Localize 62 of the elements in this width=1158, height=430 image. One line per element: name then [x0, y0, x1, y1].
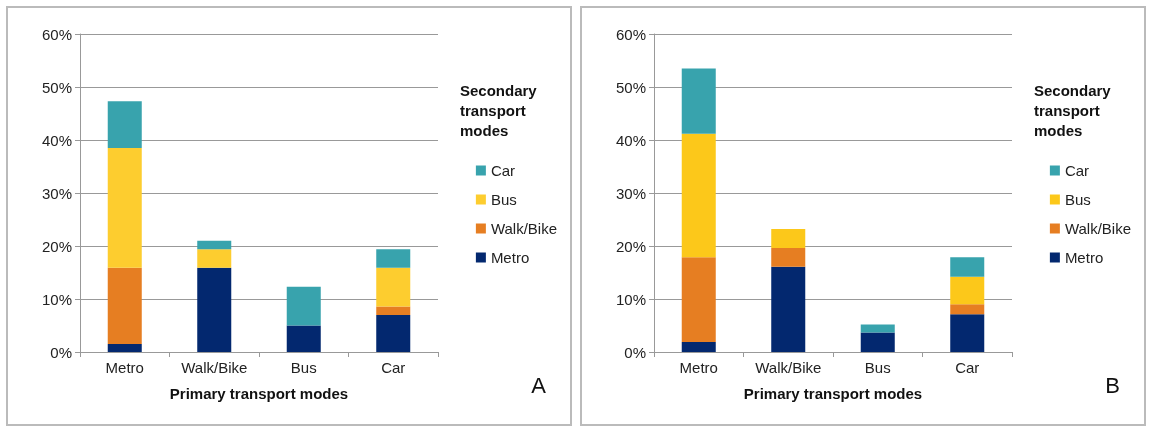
- y-tick-label: 40%: [41, 131, 72, 149]
- text: B: [1105, 372, 1121, 398]
- x-tick-label: Bus: [864, 359, 891, 376]
- y-tick-label: 0%: [624, 343, 646, 361]
- legend-label: Metro: [490, 249, 530, 266]
- y-tick-label: 10%: [41, 290, 72, 308]
- y-tick-label: 60%: [615, 25, 646, 43]
- bar: [197, 240, 232, 250]
- y-tick-label: 40%: [615, 131, 646, 149]
- legend-title: Secondary transport modes: [460, 81, 541, 139]
- legend-title: Secondary transport modes: [1034, 81, 1115, 139]
- x-tick-label: Walk/Bike: [755, 359, 822, 376]
- bar: [860, 324, 895, 333]
- y-tick-label: 60%: [41, 25, 72, 43]
- y-tick-label: 50%: [615, 78, 646, 96]
- bar: [286, 286, 321, 326]
- y-tick-label: 0%: [50, 343, 72, 361]
- y-tick-label: 10%: [615, 290, 646, 308]
- bar: [950, 314, 985, 352]
- x-tick-label: Car: [955, 359, 980, 376]
- bar: [376, 249, 411, 268]
- bar: [950, 257, 985, 277]
- bar: [107, 147, 142, 268]
- bar: [197, 267, 232, 352]
- legend-label: Car: [1064, 162, 1090, 179]
- bar: [681, 341, 716, 352]
- legend-label: Walk/Bike: [490, 220, 557, 237]
- y-tick-label: 20%: [41, 237, 72, 255]
- x-tick-label: Metro: [105, 359, 144, 376]
- bar: [771, 229, 806, 249]
- bar: [681, 68, 716, 134]
- x-axis-title: Primary transport modes: [169, 385, 349, 402]
- bar: [681, 257, 716, 342]
- x-tick-label: Bus: [290, 359, 317, 376]
- bar: [376, 314, 411, 352]
- bar: [950, 276, 985, 305]
- bar: [771, 266, 806, 352]
- legend-label: Car: [490, 162, 516, 179]
- y-tick-label: 30%: [41, 184, 72, 202]
- bar: [376, 267, 411, 307]
- x-tick-label: Car: [381, 359, 406, 376]
- legend-label: Walk/Bike: [1064, 220, 1131, 237]
- bar: [107, 344, 142, 352]
- bar: [771, 248, 806, 267]
- bar: [107, 101, 142, 148]
- bar: [286, 325, 321, 352]
- x-axis-title: Primary transport modes: [743, 385, 923, 402]
- legend-label: Bus: [1064, 191, 1091, 208]
- bar: [950, 304, 985, 315]
- bar: [860, 332, 895, 352]
- bar: [681, 133, 716, 258]
- y-tick-label: 20%: [615, 237, 646, 255]
- legend-label: Bus: [490, 191, 517, 208]
- x-tick-label: Metro: [679, 359, 718, 376]
- bar: [197, 249, 232, 268]
- text: A: [531, 372, 547, 398]
- x-tick-label: Walk/Bike: [181, 359, 248, 376]
- y-tick-label: 50%: [41, 78, 72, 96]
- y-tick-label: 30%: [615, 184, 646, 202]
- legend-label: Metro: [1064, 249, 1104, 266]
- bar: [107, 267, 142, 345]
- bar: [376, 306, 411, 315]
